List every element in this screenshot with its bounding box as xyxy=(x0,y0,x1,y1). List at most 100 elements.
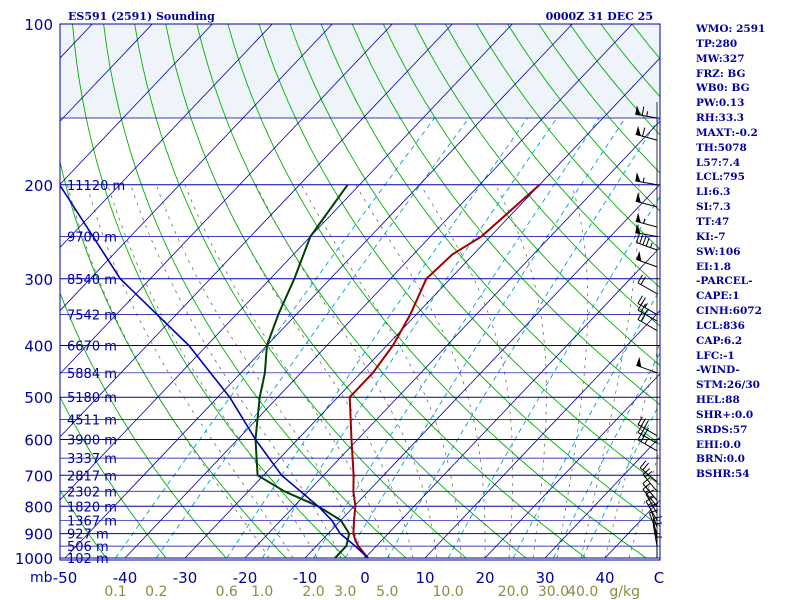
index-line: SHR+:0.0 xyxy=(696,408,754,421)
height-label: 6670 m xyxy=(67,340,117,355)
wind-barb xyxy=(652,522,663,547)
wind-barb-half-feather xyxy=(649,242,653,248)
mixing-ratio-line xyxy=(155,117,470,559)
wind-barb-feather xyxy=(645,237,650,247)
index-line: SI:7.3 xyxy=(696,201,731,214)
isotherm xyxy=(60,24,273,249)
wind-barb-half-feather xyxy=(646,111,649,117)
wind-barb-feather xyxy=(640,433,646,442)
index-line: SRDS:57 xyxy=(696,423,748,436)
wind-barb xyxy=(637,274,658,295)
sounding-title: ES591 (2591) Sounding xyxy=(68,10,215,23)
isotherm xyxy=(60,24,153,122)
height-label: 506 m xyxy=(67,540,109,555)
index-line: PW:0.13 xyxy=(696,97,745,110)
wind-barb-feather xyxy=(637,416,643,425)
parcel-trace xyxy=(60,184,369,559)
index-line: EHI:0.0 xyxy=(696,438,741,451)
index-line: TH:5078 xyxy=(696,141,747,154)
wind-barb-pennant xyxy=(635,105,641,116)
height-label: 1367 m xyxy=(67,514,117,529)
wind-barb-feather xyxy=(642,468,651,475)
moist-adiabat xyxy=(494,184,547,559)
isotherm xyxy=(484,373,660,559)
wind-barb-feather xyxy=(637,311,643,320)
height-label: 9700 m xyxy=(67,231,117,246)
plot-background xyxy=(60,24,660,560)
wind-barb-feather xyxy=(642,236,647,246)
pressure-label: 300 xyxy=(24,271,53,289)
wind-barb-column xyxy=(635,102,663,558)
isotherm xyxy=(60,24,213,185)
height-label: 4511 m xyxy=(67,413,117,428)
pressure-label: 100 xyxy=(24,16,53,34)
wind-barb-feather xyxy=(635,233,640,243)
wind-barb-feather xyxy=(639,460,647,468)
wind-barb-feather xyxy=(641,106,645,116)
wind-barb-feather xyxy=(637,274,643,284)
wind-barb xyxy=(635,212,658,228)
index-line: HEL:88 xyxy=(696,394,740,407)
wind-barb-half-feather xyxy=(644,302,648,308)
wind-barb-feather xyxy=(637,424,643,433)
index-line: BRN:0.0 xyxy=(696,453,745,466)
mixing-ratio-label: 3.0 xyxy=(334,584,356,600)
pressure-label: 400 xyxy=(24,338,53,356)
mixing-ratio-label: 20.0 xyxy=(498,584,529,600)
temperature-tick-label: -50 xyxy=(53,569,78,587)
height-label: 3337 m xyxy=(67,452,117,467)
wind-barb-feather xyxy=(653,522,663,525)
isotherm xyxy=(64,24,573,559)
height-label: 8540 m xyxy=(67,273,117,288)
mixing-ratio-line xyxy=(344,117,626,559)
index-line: CAPE:1 xyxy=(696,290,740,303)
profile-layer xyxy=(60,184,541,559)
height-label: 7542 m xyxy=(67,309,117,324)
wind-barb-pennant xyxy=(635,223,641,234)
temperature-tick-label: -20 xyxy=(233,569,258,587)
isotherm xyxy=(60,24,333,312)
wind-barb-feather xyxy=(649,509,659,514)
index-line: LI:6.3 xyxy=(696,186,731,199)
wind-barb xyxy=(635,192,658,208)
wind-barb-half-feather xyxy=(648,502,653,506)
pressure-label: 200 xyxy=(24,177,53,195)
mixing-ratio-line xyxy=(226,117,528,559)
index-line: LCL:795 xyxy=(696,171,745,184)
wind-barb-half-feather xyxy=(648,495,653,499)
wind-barb xyxy=(636,250,658,268)
pressure-label: 900 xyxy=(24,526,53,544)
moist-adiabat xyxy=(255,184,438,559)
moist-adiabat xyxy=(628,447,660,559)
plot-frame xyxy=(59,23,661,561)
wind-barb xyxy=(635,172,658,186)
isotherm xyxy=(304,183,660,559)
index-line: MAXT:-0.2 xyxy=(696,126,758,139)
height-label: 2302 m xyxy=(67,485,117,500)
wind-barb-shaft xyxy=(635,200,658,208)
wind-barb-feather xyxy=(637,431,643,441)
wind-barb xyxy=(636,356,658,374)
pressure-label: 500 xyxy=(24,389,53,407)
index-line: EI:1.8 xyxy=(696,260,732,273)
wind-barb-feather xyxy=(645,489,655,495)
wind-barb xyxy=(642,468,658,492)
temperature-profile xyxy=(348,184,541,559)
index-line: CINH:6072 xyxy=(696,305,762,318)
index-line: L57:7.4 xyxy=(696,156,741,169)
wind-barb-shaft xyxy=(652,524,658,547)
height-label: 5180 m xyxy=(67,391,117,406)
temperature-tick-label: 10 xyxy=(415,569,434,587)
index-line: -PARCEL- xyxy=(696,275,753,288)
wind-barb-shaft xyxy=(652,518,658,541)
mixing-ratio-line xyxy=(553,352,660,559)
wind-barb-feather xyxy=(653,516,663,519)
height-label: 1820 m xyxy=(67,500,117,515)
index-line: CAP:6.2 xyxy=(696,334,743,347)
wind-barb-half-feather xyxy=(642,177,645,183)
pressure-label: 800 xyxy=(24,498,53,516)
wind-barb-feather xyxy=(637,302,643,311)
index-line: WMO: 2591 xyxy=(696,23,766,35)
wind-barb-shaft xyxy=(636,258,658,268)
wind-barb xyxy=(637,431,658,452)
